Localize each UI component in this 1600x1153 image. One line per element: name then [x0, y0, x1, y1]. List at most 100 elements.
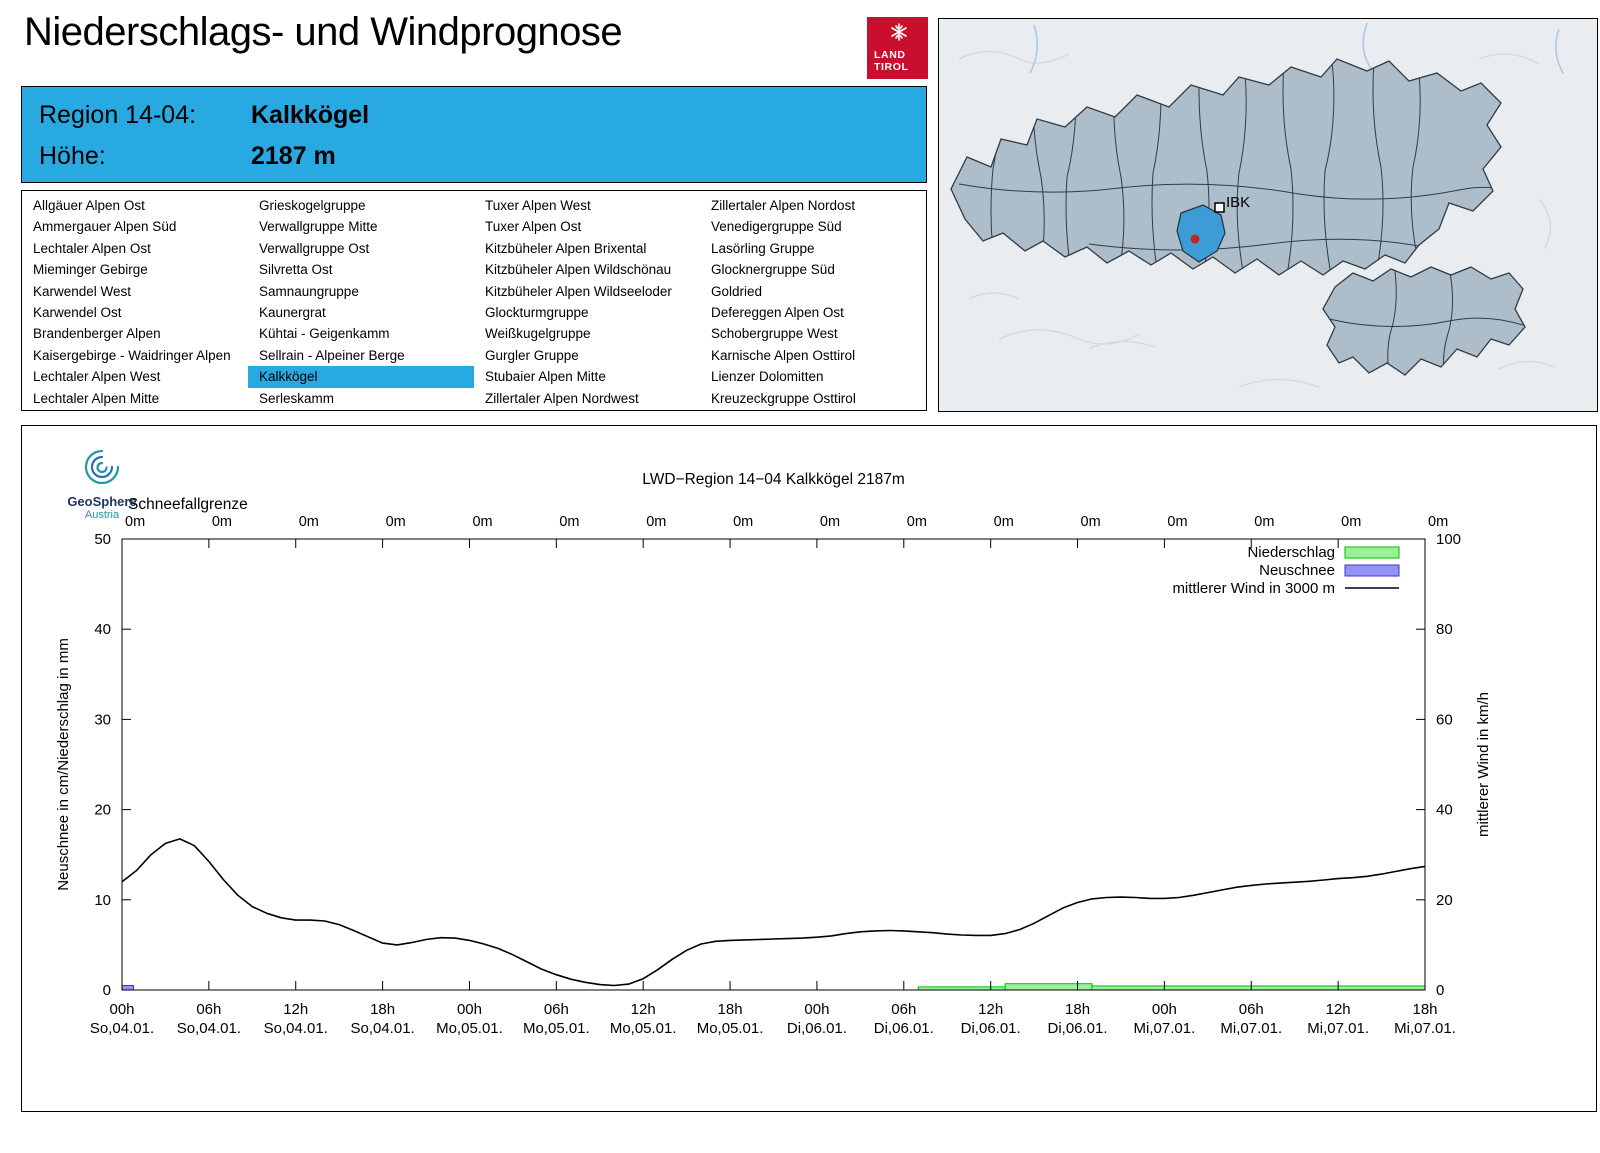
- ibk-marker: [1214, 202, 1225, 213]
- region-list-item[interactable]: Samnaungruppe: [259, 283, 359, 299]
- region-list-item[interactable]: Tuxer Alpen Ost: [485, 219, 582, 235]
- region-value: Kalkkögel: [251, 101, 370, 129]
- region-list-item[interactable]: Kitzbüheler Alpen Brixental: [485, 240, 647, 256]
- north-tirol-region[interactable]: [950, 58, 1502, 276]
- x-tick-hour-label: 12h: [283, 1001, 308, 1018]
- altitude-value: 2187 m: [251, 142, 336, 170]
- x-tick-hour-label: 06h: [891, 1001, 916, 1018]
- region-list-item[interactable]: Goldried: [711, 283, 763, 299]
- wind-line: [121, 838, 1426, 987]
- geosphere-logo: GeoSphere Austria: [58, 446, 146, 521]
- selected-region-shape[interactable]: [1176, 204, 1226, 263]
- snowline-value: 0m: [733, 514, 753, 530]
- x-tick-date-label: Di,06.01.: [1048, 1020, 1108, 1037]
- x-tick-hour-label: 18h: [1412, 1001, 1437, 1018]
- chart-title: LWD−Region 14−04 Kalkkögel 2187m: [642, 471, 905, 488]
- y-left-axis-label: Neuschnee in cm/Niederschlag in mm: [55, 638, 72, 891]
- x-tick-date-label: Mo,05.01.: [697, 1020, 764, 1037]
- snowflake-icon: [890, 23, 908, 46]
- y-right-tick-label: 60: [1436, 711, 1453, 728]
- region-list-item[interactable]: Gurgler Gruppe: [485, 347, 579, 363]
- region-list-column: Tuxer Alpen West Tuxer Alpen Ost Kitzbühel…: [474, 195, 700, 410]
- x-tick-date-label: Mo,05.01.: [610, 1020, 677, 1037]
- region-selector-list: Allgäuer Alpen Ost Ammergauer Alpen Süd Le…: [21, 190, 927, 411]
- region-list-item[interactable]: Defereggen Alpen Ost: [711, 304, 844, 320]
- region-list-item[interactable]: Kreuzeckgruppe Osttirol: [711, 390, 856, 406]
- x-tick-date-label: So,04.01.: [177, 1020, 241, 1037]
- east-tirol-region[interactable]: [1322, 266, 1526, 376]
- region-list-item[interactable]: Ammergauer Alpen Süd: [33, 219, 177, 235]
- y-right-tick-label: 100: [1436, 531, 1461, 548]
- x-tick-date-label: Mo,05.01.: [523, 1020, 590, 1037]
- region-list-item[interactable]: Karwendel Ost: [33, 304, 122, 320]
- altitude-label: Höhe:: [39, 142, 106, 170]
- region-list-item[interactable]: Kalkkögel: [248, 366, 474, 388]
- x-tick-hour-label: 06h: [1239, 1001, 1264, 1018]
- region-list-item[interactable]: Lechtaler Alpen Mitte: [33, 390, 160, 406]
- geosphere-country: Austria: [84, 509, 120, 521]
- region-list-item[interactable]: Lechtaler Alpen West: [33, 369, 161, 385]
- snowline-value: 0m: [559, 514, 579, 530]
- region-list-item[interactable]: Kaunergrat: [259, 304, 326, 320]
- region-list-item[interactable]: Zillertaler Alpen Nordwest: [485, 390, 639, 406]
- region-list-item[interactable]: Schobergruppe West: [711, 326, 838, 342]
- snowline-value: 0m: [472, 514, 492, 530]
- snowline-value: 0m: [1341, 514, 1361, 530]
- region-list-item[interactable]: Glocknergruppe Süd: [711, 262, 835, 278]
- x-tick-date-label: Di,06.01.: [787, 1020, 847, 1037]
- region-list-item[interactable]: Lechtaler Alpen Ost: [33, 240, 151, 256]
- snowline-value: 0m: [212, 514, 232, 530]
- y-left-tick-label: 50: [94, 531, 111, 548]
- region-list-item[interactable]: Kühtai - Geigenkamm: [259, 326, 390, 342]
- region-list-item[interactable]: Mieminger Gebirge: [33, 262, 148, 278]
- selected-point-marker: [1190, 234, 1200, 244]
- region-list-item[interactable]: Verwallgruppe Mitte: [259, 219, 378, 235]
- y-left-tick-label: 10: [94, 892, 111, 909]
- snowline-value: 0m: [907, 514, 927, 530]
- region-list-item[interactable]: Serleskamm: [259, 390, 335, 406]
- snowline-value: 0m: [646, 514, 666, 530]
- chart-panel: 0 0 10 20 20 40 30 60 40 80 50 100 00h So,04.01. 0m 06h…: [21, 425, 1597, 1112]
- x-tick-hour-label: 12h: [631, 1001, 656, 1018]
- forecast-chart: 0 0 10 20 20 40 30 60 40 80 50 100 00h So,04.01. 0m 06h…: [55, 471, 1492, 1037]
- region-list-item[interactable]: Tuxer Alpen West: [485, 198, 591, 213]
- y-right-tick-label: 40: [1436, 802, 1453, 819]
- snowline-label: Schneefallgrenze: [128, 496, 248, 513]
- region-list-item[interactable]: Karnische Alpen Osttirol: [711, 347, 856, 363]
- y-left-tick-label: 30: [94, 711, 111, 728]
- region-list-item[interactable]: Brandenberger Alpen: [33, 326, 161, 342]
- region-list-item[interactable]: Lasörling Gruppe: [711, 240, 815, 256]
- x-tick-hour-label: 18h: [1065, 1001, 1090, 1018]
- region-banner: Region 14-04: Kalkkögel Höhe: 2187 m: [21, 86, 927, 183]
- region-list-item[interactable]: Silvretta Ost: [259, 262, 333, 278]
- region-label: Region 14-04:: [39, 101, 197, 129]
- ibk-label: IBK: [1226, 194, 1250, 211]
- region-list-item[interactable]: Verwallgruppe Ost: [259, 240, 370, 256]
- niederschlag-bar: [1004, 983, 1093, 991]
- region-list-item[interactable]: Karwendel West: [33, 283, 132, 299]
- snowline-value: 0m: [1428, 514, 1448, 530]
- y-right-tick-label: 80: [1436, 621, 1453, 638]
- x-tick-hour-label: 00h: [1152, 1001, 1177, 1018]
- region-list-item[interactable]: Sellrain - Alpeiner Berge: [259, 347, 405, 363]
- snowline-value: 0m: [125, 514, 145, 530]
- region-list-item[interactable]: Kitzbüheler Alpen Wildschönau: [485, 262, 672, 278]
- region-list-item[interactable]: Venedigergruppe Süd: [711, 219, 842, 235]
- region-list-item[interactable]: Grieskogelgruppe: [259, 198, 366, 213]
- x-tick-date-label: Mi,07.01.: [1220, 1020, 1282, 1037]
- region-list-item[interactable]: Glockturmgruppe: [485, 304, 589, 320]
- region-list-item[interactable]: Zillertaler Alpen Nordost: [711, 198, 856, 213]
- region-list-item[interactable]: Weißkugelgruppe: [485, 326, 591, 342]
- x-tick-hour-label: 00h: [804, 1001, 829, 1018]
- region-list-item[interactable]: Lienzer Dolomitten: [711, 369, 824, 385]
- region-list-column: Zillertaler Alpen Nordost Venedigergruppe…: [700, 195, 926, 410]
- logo-text-tirol: TIROL: [874, 60, 909, 73]
- region-list-item[interactable]: Allgäuer Alpen Ost: [33, 198, 145, 213]
- plot-border: [121, 538, 1426, 991]
- y-right-tick-label: 0: [1436, 982, 1444, 999]
- terrain-decoration: [958, 50, 1556, 388]
- tirol-map: IBK: [939, 19, 1597, 411]
- region-list-item[interactable]: Stubaier Alpen Mitte: [485, 369, 606, 385]
- region-list-item[interactable]: Kaisergebirge - Waidringer Alpen: [33, 347, 231, 363]
- region-list-item[interactable]: Kitzbüheler Alpen Wildseeloder: [485, 283, 672, 299]
